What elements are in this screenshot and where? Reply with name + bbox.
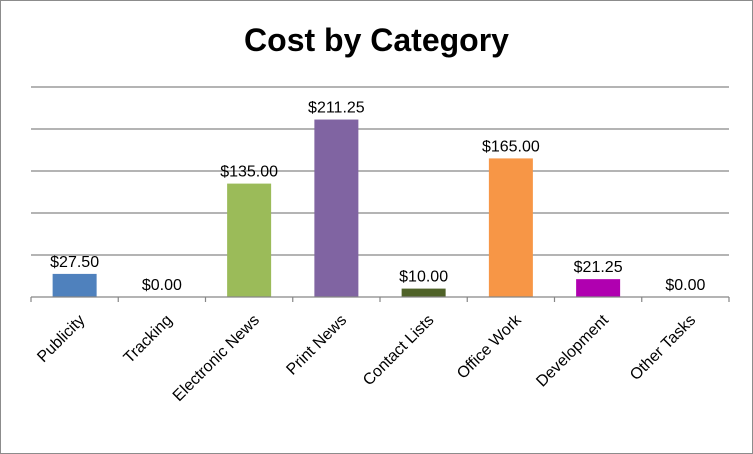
category-label: Publicity (34, 312, 88, 366)
data-label: $135.00 (220, 164, 278, 181)
data-label: $27.50 (50, 254, 99, 271)
bar-contact-lists (401, 288, 446, 297)
category-label: Other Tasks (627, 312, 699, 384)
bar-print-news (314, 119, 359, 297)
data-labels: $27.50 $0.00 $135.00 $211.25 $10.00 $165.00 $2… (50, 100, 705, 294)
data-label: $211.25 (308, 100, 365, 117)
data-label: $0.00 (665, 277, 705, 294)
data-label: $165.00 (482, 138, 540, 155)
data-label: $0.00 (142, 277, 182, 294)
bar-electronic-news (227, 183, 272, 297)
data-label: $10.00 (399, 269, 448, 286)
chart-title: Cost by Category (244, 22, 509, 58)
bar-office-work (488, 158, 533, 297)
bars (52, 119, 621, 297)
bar-development (576, 279, 621, 297)
category-label: Electronic News (170, 312, 263, 405)
gridlines (31, 86, 729, 256)
category-label: Office Work (454, 311, 525, 382)
category-label: Tracking (121, 312, 176, 367)
category-label: Contact Lists (360, 312, 437, 389)
x-axis (30, 296, 730, 302)
data-label: $21.25 (574, 259, 623, 276)
category-label: Development (533, 311, 612, 390)
bar-publicity (52, 273, 97, 297)
category-label: Print News (283, 312, 350, 379)
